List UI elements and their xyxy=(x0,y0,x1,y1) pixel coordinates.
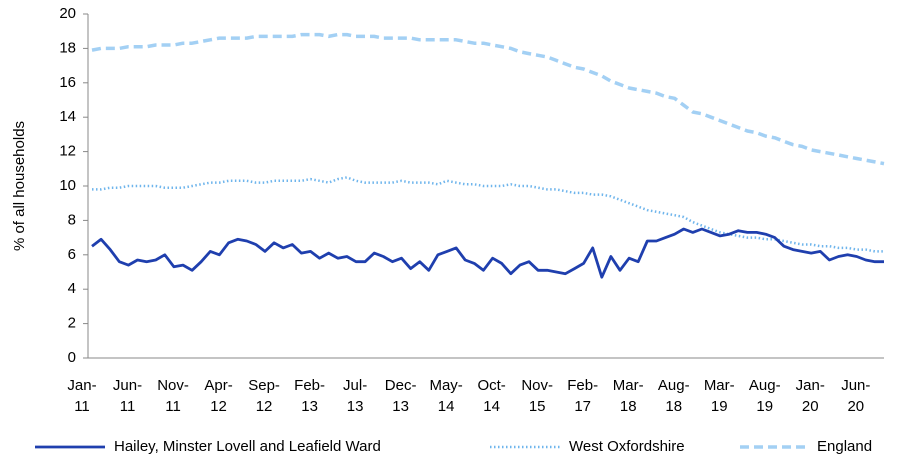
x-tick-label-line: 20 xyxy=(802,398,819,415)
x-tick-label-line: 11 xyxy=(120,398,136,415)
legend-label: England xyxy=(817,438,872,455)
x-tick-label-line: Jun- xyxy=(841,377,870,394)
x-tick-label-line: Feb- xyxy=(294,377,325,394)
x-tick-label: Mar- 19 xyxy=(704,377,735,415)
x-tick-label: Feb- 17 xyxy=(567,377,598,415)
x-tick-label-line: 15 xyxy=(529,398,546,415)
x-tick-label-line: 17 xyxy=(574,398,591,415)
y-tick-label: 14 xyxy=(59,108,76,125)
x-tick-label-line: 14 xyxy=(438,398,455,415)
x-tick-label: Jul- 13 xyxy=(343,377,367,415)
y-tick-label: 12 xyxy=(59,143,76,160)
x-tick-label: Jan- 11 xyxy=(67,377,96,415)
x-tick-label-line: Sep- xyxy=(248,377,280,394)
legend-label: West Oxfordshire xyxy=(569,438,685,455)
y-axis-title: % of all households xyxy=(11,121,28,251)
x-tick-label-line: 19 xyxy=(756,398,773,415)
y-tick-label: 18 xyxy=(59,39,76,56)
y-tick-label: 6 xyxy=(68,246,76,263)
series-line xyxy=(91,32,885,166)
series-line xyxy=(91,227,884,279)
y-tick-label: 10 xyxy=(59,177,76,194)
x-tick-label-line: Oct- xyxy=(477,377,505,394)
x-tick-label: Oct- 14 xyxy=(477,377,505,415)
x-tick-label-line: Jan- xyxy=(67,377,96,394)
x-tick-label-line: 19 xyxy=(711,398,728,415)
x-tick-label: Apr- 12 xyxy=(204,377,232,415)
x-tick-label: Nov- 15 xyxy=(521,377,553,415)
x-tick-label: Aug- 18 xyxy=(658,377,690,415)
x-tick-label: Dec- 13 xyxy=(385,377,417,415)
x-tick-label-line: Jul- xyxy=(343,377,367,394)
x-tick-label-line: 14 xyxy=(483,398,500,415)
x-tick-label-line: 18 xyxy=(620,398,637,415)
x-tick-label-line: May- xyxy=(429,377,462,394)
x-tick-label-line: Aug- xyxy=(658,377,690,394)
x-tick-label: Jan- 20 xyxy=(796,377,825,415)
x-tick-label-line: Mar- xyxy=(704,377,735,394)
x-tick-label: Aug- 19 xyxy=(749,377,781,415)
y-tick-label: 20 xyxy=(59,5,76,22)
x-tick-label: Feb- 13 xyxy=(294,377,325,415)
x-tick-label-line: 12 xyxy=(210,398,227,415)
x-tick-label-line: 11 xyxy=(165,398,181,415)
x-tick-label-line: 18 xyxy=(665,398,682,415)
y-tick-label: 8 xyxy=(68,211,76,228)
x-tick-label: Jun- 20 xyxy=(841,377,870,415)
y-tick-label: 4 xyxy=(68,280,76,297)
x-tick-label-line: Aug- xyxy=(749,377,781,394)
x-tick-label-line: Jun- xyxy=(113,377,142,394)
x-tick-label-line: 13 xyxy=(392,398,409,415)
x-tick-label-line: Nov- xyxy=(521,377,553,394)
legend-label: Hailey, Minster Lovell and Leafield Ward xyxy=(114,438,381,455)
x-tick-label: May- 14 xyxy=(429,377,462,415)
x-tick-label: Jun- 11 xyxy=(113,377,142,415)
x-tick-label: Sep- 12 xyxy=(248,377,280,415)
x-tick-label-line: 13 xyxy=(301,398,318,415)
x-tick-label-line: Feb- xyxy=(567,377,598,394)
x-tick-label-line: Apr- xyxy=(204,377,232,394)
y-tick-label: 2 xyxy=(68,315,76,332)
x-tick-label-line: Dec- xyxy=(385,377,417,394)
x-tick-label: Mar- 18 xyxy=(613,377,644,415)
x-tick-label-line: Mar- xyxy=(613,377,644,394)
x-tick-label: Nov- 11 xyxy=(157,377,189,415)
series-line xyxy=(92,176,884,253)
x-tick-label-line: 11 xyxy=(74,398,90,415)
x-tick-label-line: 20 xyxy=(847,398,864,415)
x-tick-label-line: 12 xyxy=(256,398,273,415)
x-tick-label-line: Jan- xyxy=(796,377,825,394)
y-tick-label: 0 xyxy=(68,349,76,366)
x-tick-label-line: 13 xyxy=(347,398,364,415)
y-tick-label: 16 xyxy=(59,74,76,91)
x-tick-label-line: Nov- xyxy=(157,377,189,394)
